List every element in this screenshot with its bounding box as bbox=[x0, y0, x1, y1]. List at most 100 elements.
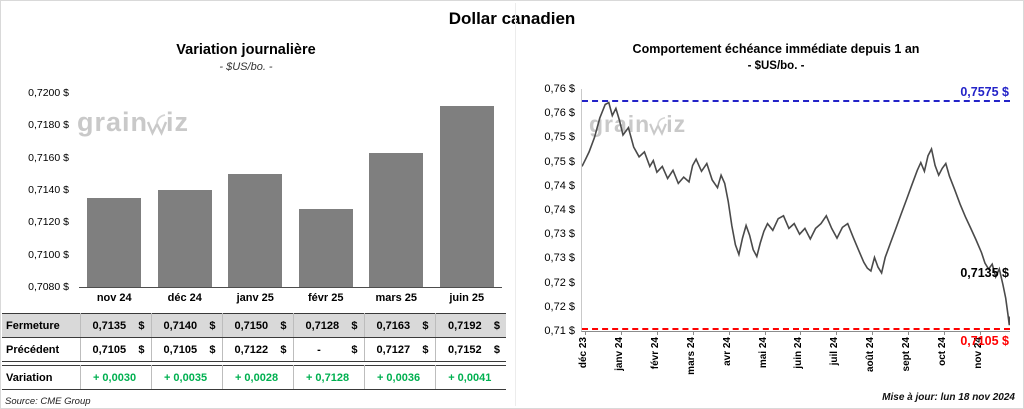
bar-déc 24 bbox=[157, 190, 212, 287]
y-tick-label: 0,76 $ bbox=[544, 107, 575, 120]
line-chart-canvas bbox=[581, 101, 1011, 326]
table-cell: 0,7128 $ bbox=[293, 313, 365, 338]
bar-juin 25 bbox=[439, 105, 494, 287]
table-cell: + 0,7128 bbox=[293, 365, 365, 390]
table-cell: 0,7150 $ bbox=[222, 313, 294, 338]
x-axis-tick bbox=[944, 331, 945, 335]
line-chart-plot bbox=[581, 89, 1011, 335]
x-axis-tick bbox=[585, 331, 586, 335]
x-category-label: déc 24 bbox=[167, 292, 202, 304]
x-month-label: sept 24 bbox=[901, 337, 913, 372]
y-tick-label: 0,7120 $ bbox=[28, 216, 69, 229]
high-reference-line bbox=[582, 100, 1010, 103]
y-tick-label: 0,7200 $ bbox=[28, 87, 69, 99]
x-axis-tick bbox=[872, 331, 874, 335]
y-tick-label: 0,74 $ bbox=[544, 179, 575, 192]
high-value-label: 0,7575 $ bbox=[960, 85, 1009, 99]
x-axis-tick bbox=[979, 331, 981, 335]
x-axis-tick bbox=[692, 331, 694, 335]
table-cell: 0,7105 $ bbox=[80, 337, 152, 362]
x-axis-tick bbox=[620, 331, 622, 335]
x-month-label: févr 24 bbox=[649, 337, 661, 370]
y-tick-label: 0,72 $ bbox=[544, 276, 575, 289]
bar-nov 24 bbox=[87, 198, 142, 287]
y-tick-label: 0,71 $ bbox=[544, 325, 575, 337]
y-tick-label: 0,75 $ bbox=[544, 131, 575, 144]
y-tick-label: 0,72 $ bbox=[544, 300, 575, 313]
x-category-label: févr 25 bbox=[308, 292, 344, 304]
table-cell: - $ bbox=[293, 337, 365, 362]
row-label: Variation bbox=[2, 365, 81, 390]
table-cell: 0,7122 $ bbox=[222, 337, 294, 362]
y-tick-label: 0,7160 $ bbox=[28, 151, 69, 164]
x-month-label: oct 24 bbox=[937, 337, 948, 366]
x-category-label: mars 25 bbox=[375, 292, 418, 304]
table-cell: 0,7163 $ bbox=[364, 313, 436, 338]
x-category-label: janv 25 bbox=[236, 292, 274, 304]
x-category-label: juin 25 bbox=[449, 292, 485, 304]
low-reference-line bbox=[582, 327, 1010, 330]
y-tick-label: 0,74 $ bbox=[544, 204, 575, 216]
y-tick-label: 0,75 $ bbox=[544, 155, 575, 168]
table-cell: + 0,0035 bbox=[151, 365, 223, 390]
table-cell: 0,7152 $ bbox=[435, 337, 506, 362]
source-note: Source: CME Group bbox=[5, 396, 91, 407]
table-cell: + 0,0036 bbox=[364, 365, 436, 390]
y-tick-label: 0,7080 $ bbox=[28, 281, 69, 293]
table-cell: + 0,0030 bbox=[80, 365, 152, 390]
last-value-label: 0,7135 $ bbox=[960, 266, 1009, 280]
y-tick-label: 0,76 $ bbox=[544, 83, 575, 95]
x-month-label: déc 23 bbox=[578, 337, 589, 369]
bar-chart-plot bbox=[79, 93, 502, 288]
x-category-label: nov 24 bbox=[96, 292, 132, 304]
table-cell: + 0,0028 bbox=[222, 365, 294, 390]
x-month-label: janv 24 bbox=[613, 337, 625, 371]
line-chart-y-axis: 0,76 $ 0,76 $ 0,75 $ 0,75 $ 0,74 $ 0,74 $ 0,73… bbox=[533, 83, 577, 343]
summary-table: Fermeture 0,7135 $0,7140 $0,7150 $0,7128 … bbox=[2, 313, 506, 390]
x-month-label: mars 24 bbox=[685, 337, 697, 375]
table-row-fermeture: Fermeture 0,7135 $0,7140 $0,7150 $0,7128 … bbox=[2, 313, 506, 338]
table-row-précédent: Précédent 0,7105 $0,7105 $0,7122 $ - $0,71… bbox=[2, 337, 506, 362]
x-axis-tick bbox=[800, 331, 802, 335]
bar-févr 25 bbox=[298, 209, 353, 287]
x-month-label: août 24 bbox=[865, 337, 877, 373]
y-tick-label: 0,73 $ bbox=[544, 252, 575, 265]
table-cell: 0,7135 $ bbox=[80, 313, 152, 338]
y-tick-label: 0,73 $ bbox=[544, 228, 575, 241]
table-cell: 0,7192 $ bbox=[435, 313, 506, 338]
x-axis-tick bbox=[908, 331, 910, 335]
x-month-label: juil 24 bbox=[829, 337, 841, 366]
panel-divider bbox=[515, 3, 516, 406]
table-spacer-row bbox=[2, 361, 506, 366]
table-cell: 0,7140 $ bbox=[151, 313, 223, 338]
x-month-label: mai 24 bbox=[757, 337, 769, 369]
page-title: Dollar canadien bbox=[448, 9, 576, 28]
x-month-label: avr 24 bbox=[721, 337, 733, 366]
spacer-cell bbox=[2, 361, 506, 366]
table-cell: + 0,0041 bbox=[435, 365, 506, 390]
price-series-line bbox=[581, 101, 1011, 326]
table-row-variation: Variation + 0,0030 + 0,0035 + 0,0028 + 0,712… bbox=[2, 365, 506, 390]
row-label: Précédent bbox=[2, 337, 81, 362]
x-axis-tick bbox=[728, 331, 730, 335]
line-chart-subtitle: - $US/bo. - bbox=[747, 60, 805, 72]
table-cell: 0,7127 $ bbox=[364, 337, 436, 362]
x-axis-tick bbox=[764, 331, 766, 335]
low-value-label: 0,7105 $ bbox=[960, 334, 1009, 348]
bar-janv 25 bbox=[228, 173, 283, 287]
y-tick-label: 0,7140 $ bbox=[28, 184, 69, 196]
row-label: Fermeture bbox=[2, 313, 81, 338]
y-tick-label: 0,7180 $ bbox=[28, 119, 69, 132]
y-tick-label: 0,7100 $ bbox=[28, 248, 69, 261]
bar-chart-title: Variation journalière bbox=[176, 42, 316, 58]
bar-chart-x-axis: nov 24 déc 24 janv 25 févr 25 mars 25 juin 25 bbox=[79, 292, 502, 308]
bar-chart-subtitle: - $US/bo. - bbox=[219, 61, 273, 73]
bar-chart-y-axis: 0,7200 $ 0,7180 $ 0,7160 $ 0,7140 $ 0,7120 $… bbox=[7, 87, 71, 297]
table-cell: 0,7105 $ bbox=[151, 337, 223, 362]
x-month-label: juin 24 bbox=[793, 337, 805, 369]
update-date-note: Mise à jour: lun 18 nov 2024 bbox=[882, 392, 1015, 403]
x-axis-tick bbox=[656, 331, 658, 335]
line-chart-title: Comportement échéance immédiate depuis 1… bbox=[632, 42, 920, 56]
x-axis-tick bbox=[836, 331, 838, 335]
bar-mars 25 bbox=[369, 152, 424, 287]
